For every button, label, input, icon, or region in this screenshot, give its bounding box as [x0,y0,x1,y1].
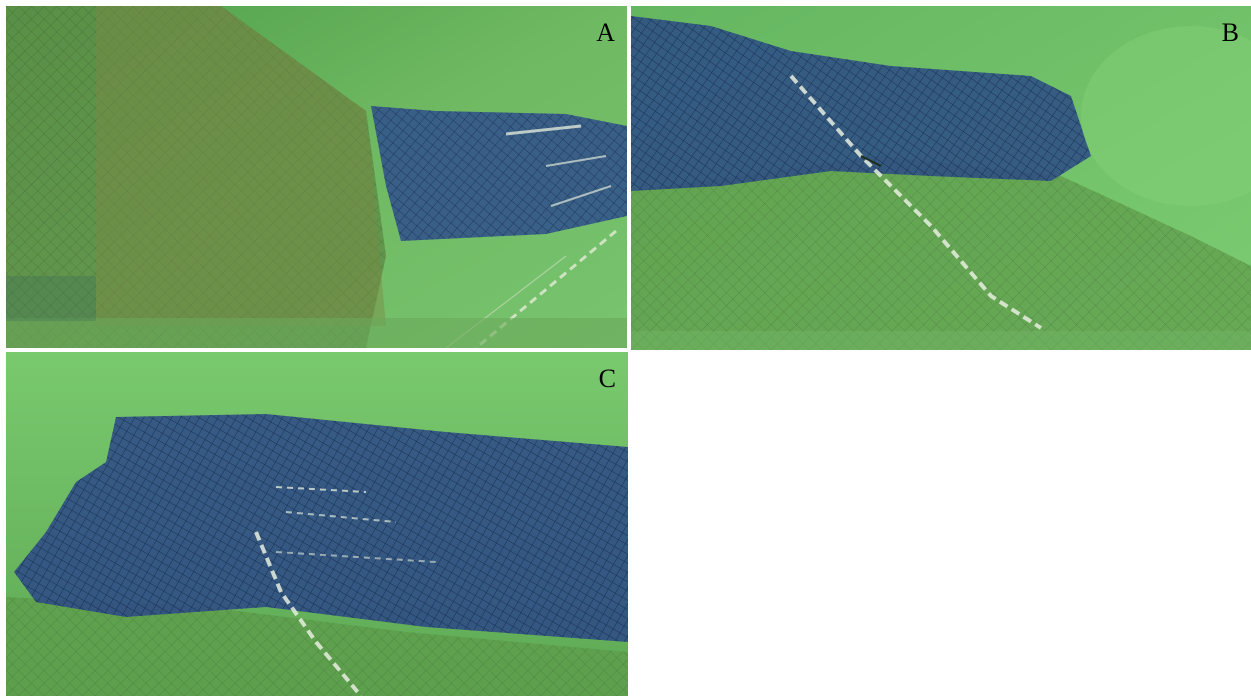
panel-label-b: B [1221,18,1239,47]
underwater-net-photo-b [631,6,1251,350]
underwater-net-photo-c [6,352,628,696]
panel-label-c: C [598,364,616,393]
photo-panel-a: A [6,6,627,348]
underwater-net-photo-a [6,6,627,348]
panel-label-a: A [596,18,615,47]
photo-panel-c: C [6,352,628,696]
photo-panel-b: B [631,6,1251,350]
